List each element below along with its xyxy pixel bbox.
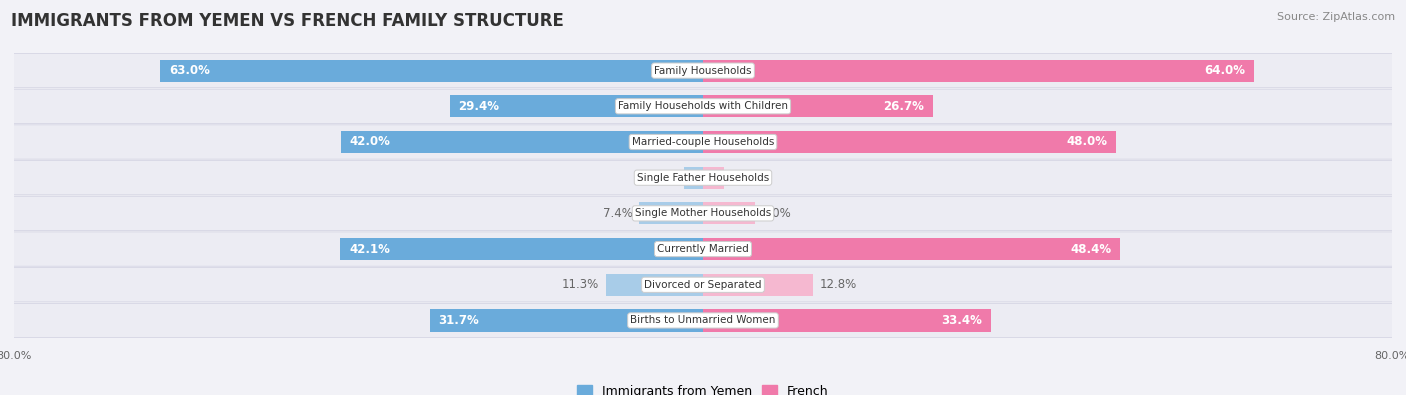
Text: 6.0%: 6.0% bbox=[762, 207, 792, 220]
Bar bbox=[703, 167, 724, 189]
Text: 26.7%: 26.7% bbox=[883, 100, 924, 113]
Text: 42.0%: 42.0% bbox=[350, 135, 391, 149]
Text: 42.1%: 42.1% bbox=[349, 243, 389, 256]
Text: Family Households: Family Households bbox=[654, 66, 752, 75]
FancyBboxPatch shape bbox=[6, 160, 1400, 195]
Text: 7.4%: 7.4% bbox=[603, 207, 633, 220]
FancyBboxPatch shape bbox=[6, 232, 1400, 266]
Text: Single Father Households: Single Father Households bbox=[637, 173, 769, 182]
Text: Currently Married: Currently Married bbox=[657, 244, 749, 254]
FancyBboxPatch shape bbox=[6, 268, 1400, 302]
Text: 48.0%: 48.0% bbox=[1067, 135, 1108, 149]
FancyBboxPatch shape bbox=[6, 125, 1400, 159]
FancyBboxPatch shape bbox=[6, 196, 1400, 231]
FancyBboxPatch shape bbox=[6, 89, 1400, 123]
Bar bbox=[685, 167, 703, 189]
Bar bbox=[703, 309, 991, 331]
Text: 11.3%: 11.3% bbox=[561, 278, 599, 291]
Text: 64.0%: 64.0% bbox=[1205, 64, 1246, 77]
Text: Single Mother Households: Single Mother Households bbox=[636, 209, 770, 218]
Text: Births to Unmarried Women: Births to Unmarried Women bbox=[630, 316, 776, 325]
Legend: Immigrants from Yemen, French: Immigrants from Yemen, French bbox=[572, 380, 834, 395]
Text: 33.4%: 33.4% bbox=[941, 314, 981, 327]
Text: Divorced or Separated: Divorced or Separated bbox=[644, 280, 762, 290]
FancyBboxPatch shape bbox=[6, 303, 1400, 338]
FancyBboxPatch shape bbox=[6, 53, 1400, 88]
Text: 48.4%: 48.4% bbox=[1070, 243, 1111, 256]
Bar bbox=[640, 202, 703, 224]
Text: Married-couple Households: Married-couple Households bbox=[631, 137, 775, 147]
Text: 2.2%: 2.2% bbox=[647, 171, 678, 184]
Text: 12.8%: 12.8% bbox=[820, 278, 858, 291]
Bar bbox=[703, 274, 813, 296]
Text: 31.7%: 31.7% bbox=[439, 314, 479, 327]
Bar bbox=[450, 95, 703, 117]
Text: Family Households with Children: Family Households with Children bbox=[619, 101, 787, 111]
Bar bbox=[342, 131, 703, 153]
Bar bbox=[703, 131, 1116, 153]
Bar bbox=[160, 60, 703, 82]
Text: IMMIGRANTS FROM YEMEN VS FRENCH FAMILY STRUCTURE: IMMIGRANTS FROM YEMEN VS FRENCH FAMILY S… bbox=[11, 12, 564, 30]
Bar bbox=[340, 238, 703, 260]
Bar bbox=[703, 95, 934, 117]
Text: 63.0%: 63.0% bbox=[169, 64, 209, 77]
Bar bbox=[430, 309, 703, 331]
Text: 29.4%: 29.4% bbox=[458, 100, 499, 113]
Bar bbox=[606, 274, 703, 296]
Text: Source: ZipAtlas.com: Source: ZipAtlas.com bbox=[1277, 12, 1395, 22]
Bar bbox=[703, 60, 1254, 82]
Bar bbox=[703, 238, 1119, 260]
Bar bbox=[703, 202, 755, 224]
Text: 2.4%: 2.4% bbox=[731, 171, 761, 184]
